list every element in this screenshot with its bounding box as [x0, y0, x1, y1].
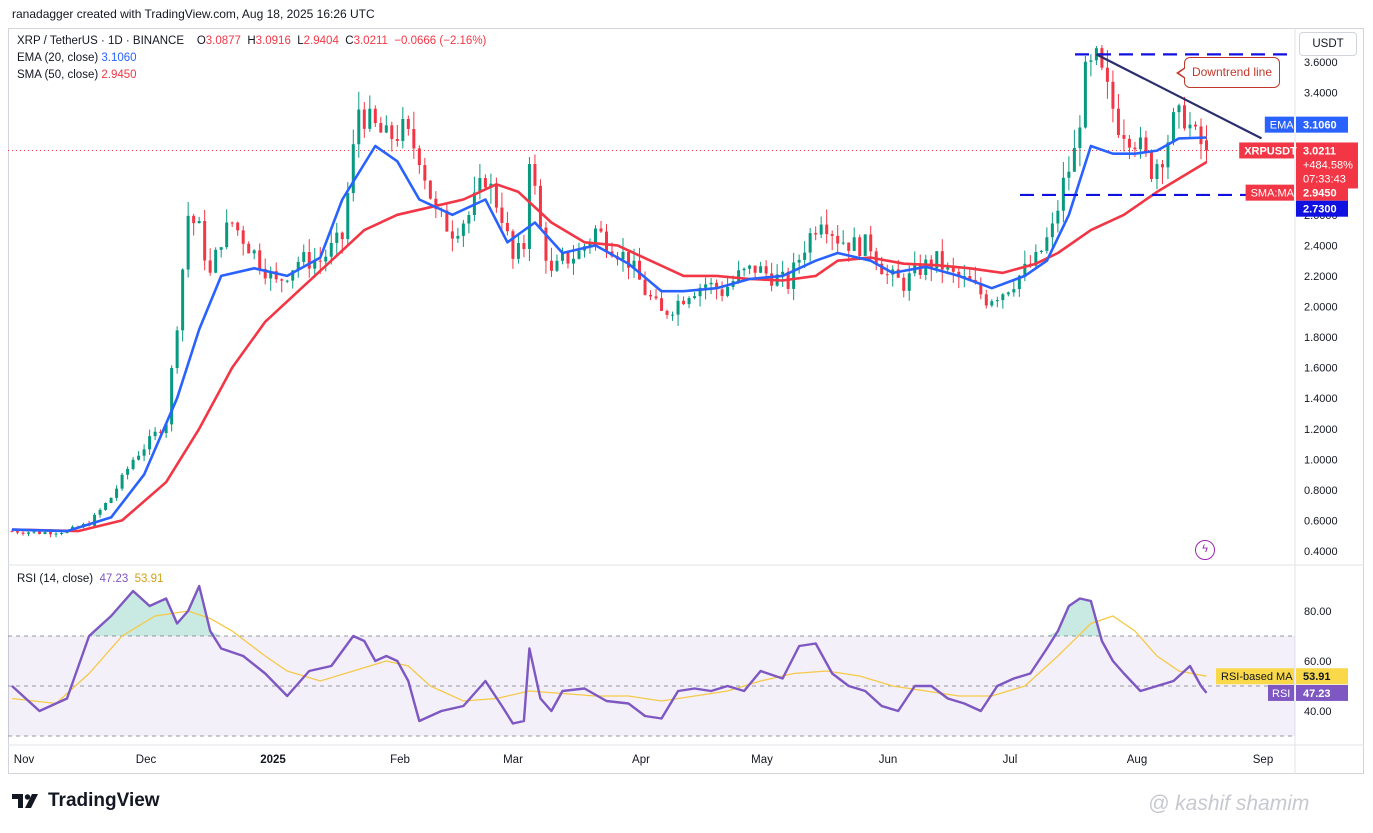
tradingview-logo[interactable]: TradingView — [12, 790, 160, 812]
open-value: 3.0877 — [205, 35, 241, 47]
lightning-icon[interactable]: ϟ — [1195, 540, 1215, 560]
symbol-label[interactable]: XRP / TetherUS · 1D · BINANCE — [17, 35, 185, 47]
sma-legend-value: 2.9450 — [101, 69, 137, 81]
rsi-legend-value: 47.23 — [99, 573, 129, 585]
rsi-legend[interactable]: RSI (14, close) 47.23 53.91 — [17, 573, 164, 585]
sma-legend[interactable]: SMA (50, close) 2.9450 — [17, 69, 137, 81]
tradingview-logo-icon — [12, 794, 38, 808]
low-value: 2.9404 — [303, 35, 339, 47]
high-value: 3.0916 — [255, 35, 291, 47]
chart-frame — [8, 28, 1364, 774]
close-value: 3.0211 — [353, 35, 388, 47]
rsi-ma-legend-value: 53.91 — [134, 573, 164, 585]
ema-legend-value: 3.1060 — [101, 52, 137, 64]
change-value: −0.0666 (−2.16%) — [394, 35, 487, 47]
currency-button[interactable]: USDT — [1299, 32, 1357, 56]
ema-legend[interactable]: EMA (20, close) 3.1060 — [17, 52, 137, 64]
watermark: @ kashif shamim — [1148, 792, 1310, 815]
symbol-legend: XRP / TetherUS · 1D · BINANCE O3.0877 H3… — [17, 35, 487, 47]
chart-credit: ranadagger created with TradingView.com,… — [12, 7, 375, 21]
downtrend-annotation: Downtrend line — [1176, 57, 1280, 88]
